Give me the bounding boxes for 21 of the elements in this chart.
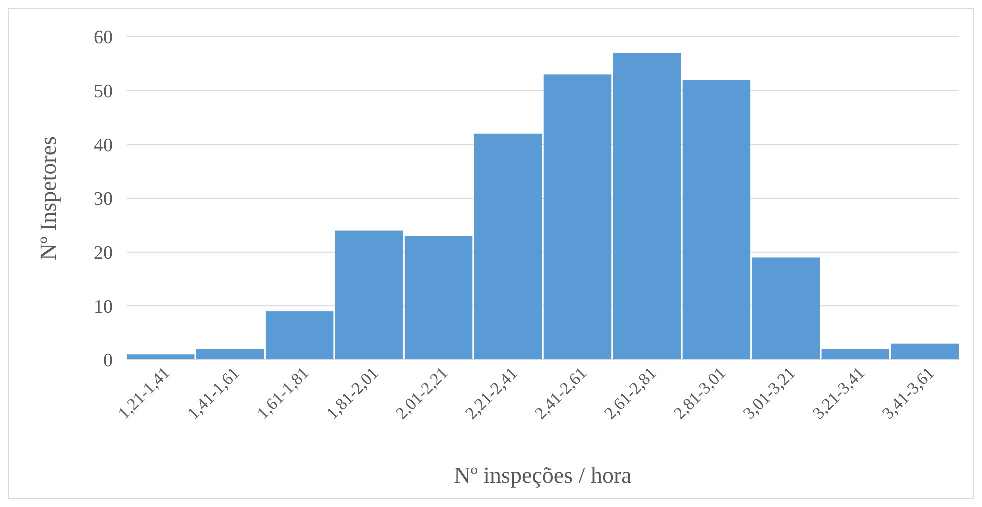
y-tick-label: 40 [94, 135, 113, 156]
y-tick-label: 10 [94, 296, 113, 318]
bar [474, 134, 542, 360]
bar [404, 236, 473, 360]
bar [266, 312, 334, 360]
y-tick-label: 60 [94, 28, 113, 49]
bar [891, 344, 959, 360]
bar [544, 74, 612, 360]
x-axis-title: Nº inspeções / hora [454, 463, 632, 488]
y-axis-title: Nº Inspetores [36, 136, 61, 261]
bar [822, 349, 890, 360]
bar [335, 230, 404, 360]
bar [613, 53, 682, 360]
bar [127, 354, 195, 360]
y-tick-label: 20 [94, 242, 113, 264]
y-tick-label: 0 [104, 350, 113, 372]
y-tick-label: 50 [94, 81, 113, 102]
bar [196, 349, 264, 360]
bar [682, 80, 751, 360]
bar [752, 258, 820, 360]
y-tick-label: 30 [94, 189, 113, 210]
